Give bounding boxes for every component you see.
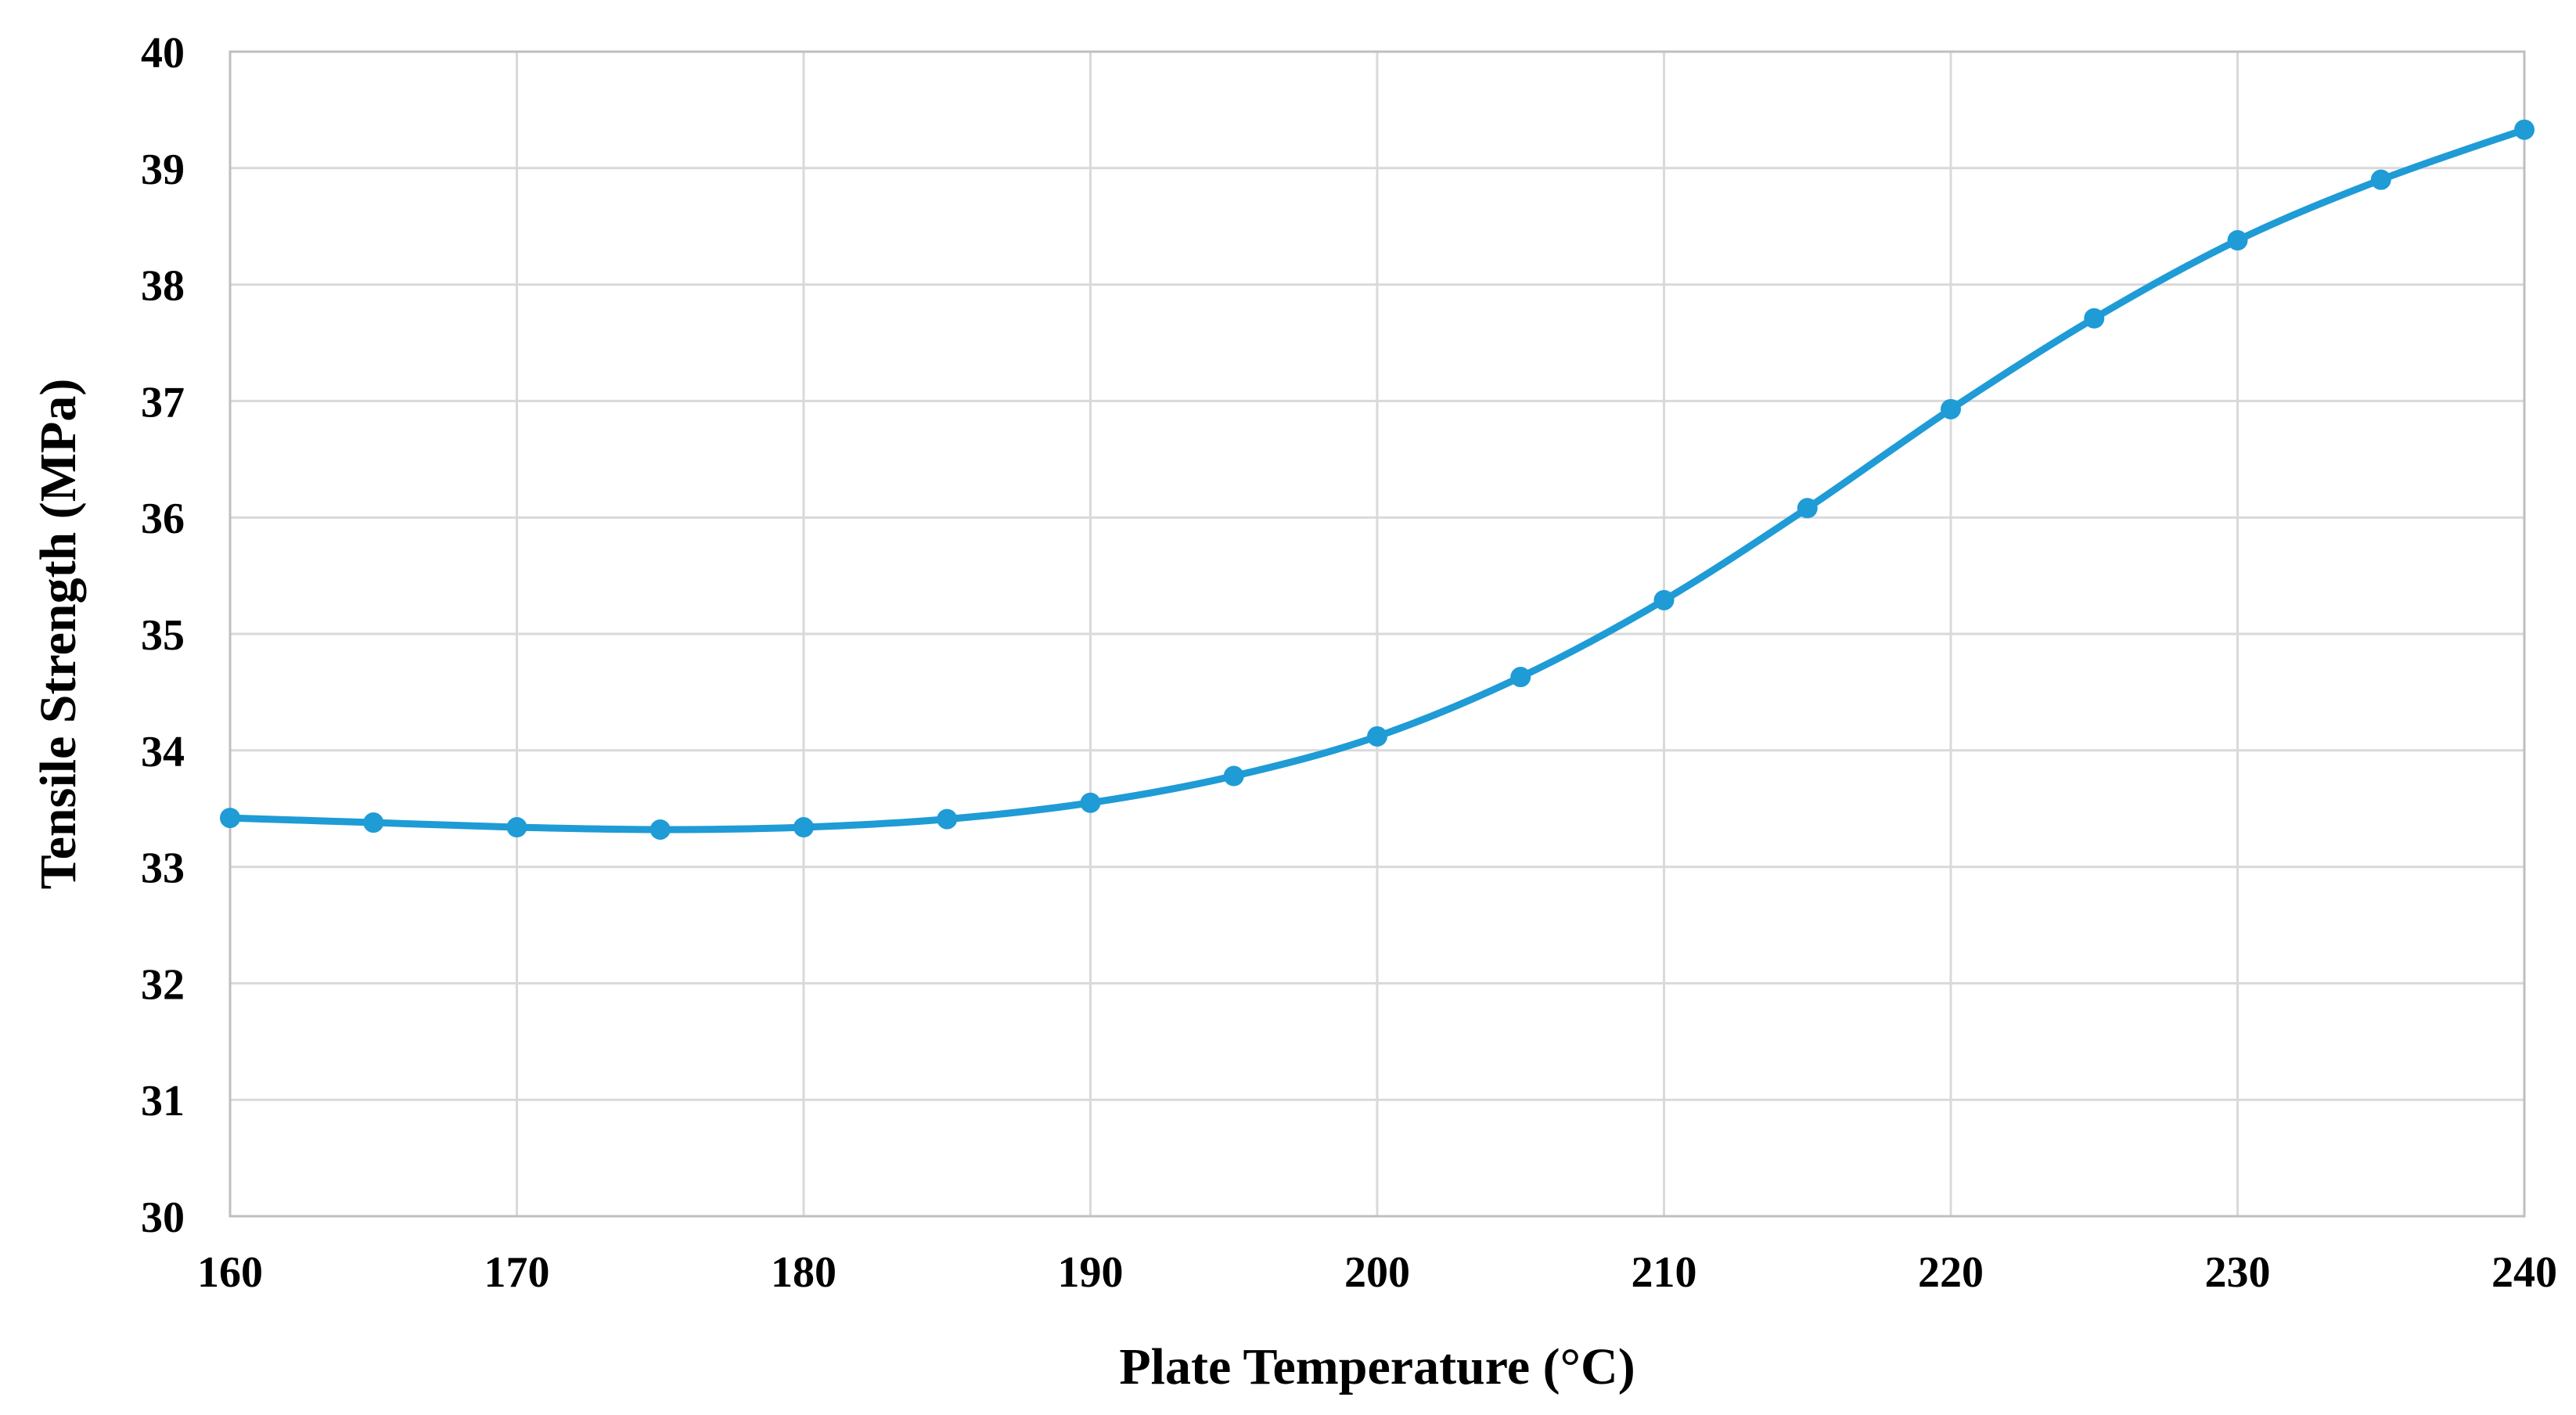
x-tick-label: 210	[1632, 1248, 1697, 1297]
data-point-0-9	[1510, 667, 1531, 688]
x-axis-tick-labels: 160 170 180 190 200 210 220 230 240	[197, 1248, 2557, 1297]
data-point-0-10	[1653, 589, 1675, 610]
data-point-0-13	[2084, 308, 2105, 329]
data-point-0-4	[793, 817, 814, 838]
x-tick-label: 190	[1058, 1248, 1124, 1297]
data-point-0-3	[649, 819, 671, 840]
series-line-0	[226, 126, 2528, 834]
y-tick-label: 30	[141, 1194, 185, 1242]
data-point-0-16	[2514, 119, 2535, 140]
y-tick-label: 33	[141, 844, 185, 893]
y-tick-label: 36	[141, 495, 185, 543]
x-tick-label: 200	[1344, 1248, 1410, 1297]
data-point-0-7	[1223, 765, 1244, 787]
y-axis-tick-labels: 30 31 32 33 34 35 36 37 38 39 40	[141, 29, 185, 1242]
data-point-0-5	[937, 808, 958, 830]
data-point-0-8	[1367, 726, 1387, 747]
plot-area-frame	[228, 50, 2526, 1218]
data-point-0-11	[1797, 498, 1818, 519]
x-tick-label: 180	[771, 1248, 836, 1297]
y-axis-title: Tensile Strength (MPa)	[30, 379, 87, 890]
data-point-0-0	[220, 808, 240, 829]
data-point-0-1	[363, 812, 384, 834]
x-tick-label: 220	[1918, 1248, 1984, 1297]
x-axis-title: Plate Temperature (°C)	[1119, 1338, 1635, 1395]
x-tick-label: 160	[197, 1248, 263, 1297]
data-point-0-12	[1941, 398, 1961, 419]
y-tick-label: 37	[141, 378, 185, 427]
gridlines	[228, 50, 2526, 1218]
y-tick-label: 40	[141, 29, 185, 77]
y-tick-label: 31	[141, 1077, 185, 1125]
data-point-0-14	[2227, 230, 2248, 251]
y-tick-label: 38	[141, 262, 185, 311]
y-tick-label: 35	[141, 611, 185, 660]
y-tick-label: 39	[141, 146, 185, 194]
data-point-0-6	[1080, 792, 1101, 813]
data-point-0-15	[2370, 169, 2391, 190]
y-tick-label: 32	[141, 960, 185, 1009]
x-tick-label: 240	[2491, 1248, 2557, 1297]
series-layer	[220, 119, 2535, 840]
x-tick-label: 170	[484, 1248, 550, 1297]
x-tick-label: 230	[2205, 1248, 2271, 1297]
y-tick-label: 34	[141, 728, 185, 776]
data-point-0-2	[506, 817, 527, 838]
